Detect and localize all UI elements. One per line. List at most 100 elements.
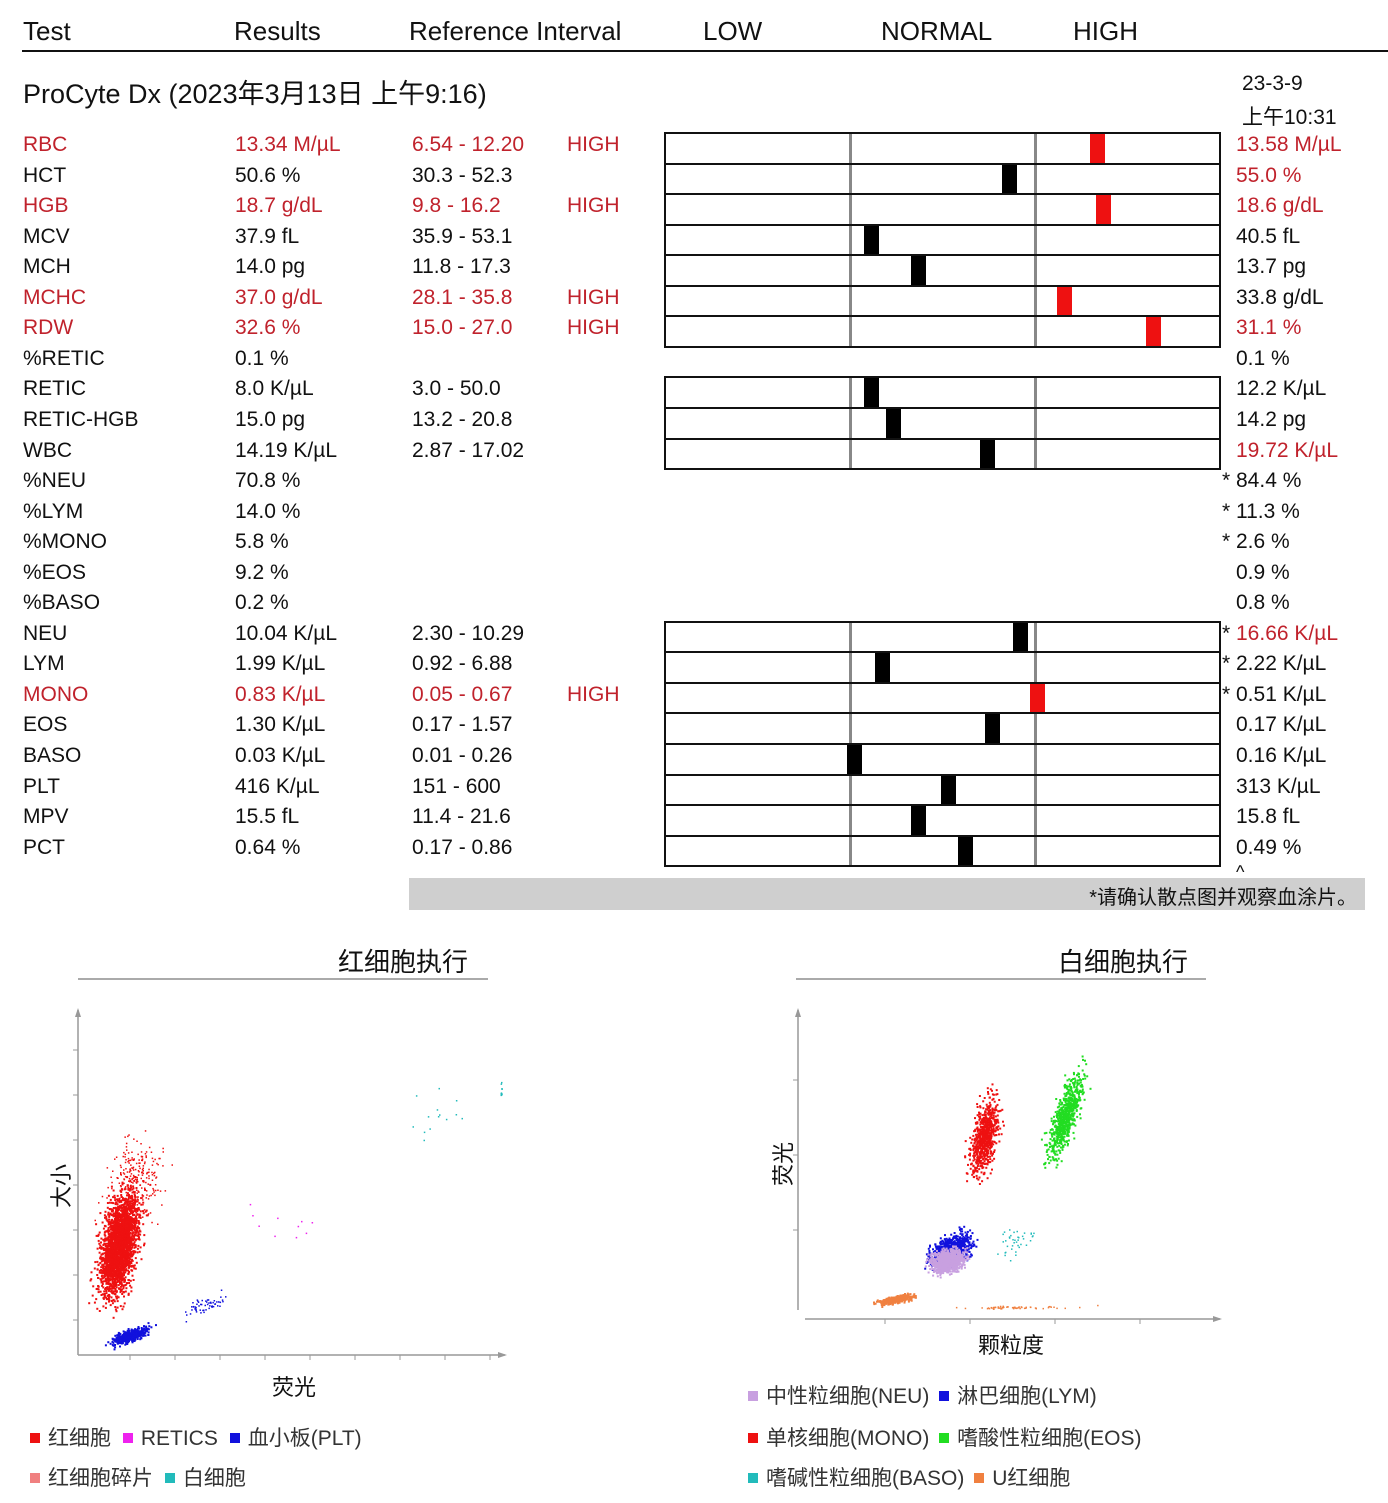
test-name: RETIC-HGB (23, 408, 139, 431)
range-divider (1033, 623, 1037, 651)
result-row: RETIC 8.0 K/µL 3.0 - 50.0 12.2 K/µL (0, 377, 1388, 407)
wbc-legend-row2: 单核细胞(MONO) 嗜酸性粒细胞(EOS) (748, 1422, 1142, 1452)
rbc-legend-item: RETICS (122, 1427, 218, 1450)
reference-interval: 0.17 - 1.57 (412, 713, 513, 736)
previous-value: 0.16 K/µL (1236, 744, 1327, 767)
legend-swatch-icon (748, 1433, 758, 1443)
reference-interval: 3.0 - 50.0 (412, 377, 501, 400)
legend-swatch-icon (229, 1433, 240, 1443)
previous-value: 55.0 % (1236, 164, 1302, 187)
rbc-legend-item: 白细胞 (164, 1467, 246, 1490)
wbc-x-arrow-icon (1213, 1316, 1222, 1322)
test-name: MPV (23, 805, 69, 828)
result-row: BASO 0.03 K/µL 0.01 - 0.26 0.16 K/µL (0, 744, 1388, 774)
test-name: %NEU (23, 469, 87, 492)
previous-value: 40.5 fL (1236, 225, 1301, 248)
test-name: PCT (23, 836, 65, 859)
range-marker (885, 409, 901, 438)
reference-interval: 15.0 - 27.0 (412, 316, 513, 339)
legend-swatch-icon (974, 1473, 985, 1483)
test-name: %LYM (23, 500, 84, 523)
rbc-scatter-plot (73, 1008, 507, 1360)
result-value: 0.83 K/µL (235, 683, 326, 706)
rbc-x-label: 荧光 (272, 1375, 317, 1400)
previous-value: 0.8 % (1236, 591, 1290, 614)
flag-badge: HIGH (567, 133, 620, 156)
wbc-legend-item: 嗜碱性粒细胞(BASO) (748, 1467, 964, 1490)
result-value: 32.6 % (235, 316, 301, 339)
rbc-y-label: 大小 (49, 1163, 74, 1208)
range-divider (1033, 256, 1037, 285)
previous-value: 0.51 K/µL (1236, 683, 1327, 706)
note-text: *请确认散点图并观察血涂片。 (1089, 887, 1357, 909)
result-value: 15.0 pg (235, 408, 306, 431)
range-marker (957, 837, 973, 865)
range-marker (1029, 684, 1045, 712)
reference-interval: 0.17 - 0.86 (412, 836, 513, 859)
result-value: 1.30 K/µL (235, 713, 326, 736)
result-value: 18.7 g/dL (235, 194, 323, 217)
range-bar (664, 407, 1221, 440)
result-value: 10.04 K/µL (235, 622, 338, 645)
asterisk-mark: * (1222, 469, 1231, 492)
range-marker (910, 256, 926, 285)
result-value: 13.34 M/µL (235, 133, 341, 156)
result-row: LYM 1.99 K/µL 0.92 - 6.88 * 2.22 K/µL (0, 652, 1388, 682)
result-row: %RETIC 0.1 % 0.1 % (0, 347, 1388, 377)
wbc-legend-item: 中性粒细胞(NEU) (748, 1385, 929, 1408)
result-row: WBC 14.19 K/µL 2.87 - 17.02 19.72 K/µL (0, 439, 1388, 469)
range-divider (1033, 226, 1037, 254)
range-marker (941, 776, 957, 804)
wbc-scatter-plot (793, 1008, 1222, 1324)
legend-swatch-icon (939, 1391, 950, 1401)
wbc-legend-item: 嗜酸性粒细胞(EOS) (939, 1427, 1142, 1450)
flag-badge: HIGH (567, 286, 620, 309)
range-bar (664, 682, 1221, 714)
previous-value: 13.7 pg (1236, 255, 1307, 278)
range-divider (849, 623, 853, 651)
range-divider (849, 317, 853, 346)
previous-value: 0.49 % (1236, 836, 1302, 859)
range-divider (1033, 378, 1037, 407)
range-marker (874, 653, 890, 682)
result-value: 70.8 % (235, 469, 301, 492)
reference-interval: 0.92 - 6.88 (412, 652, 513, 675)
range-bar (664, 835, 1221, 867)
result-row: HGB 18.7 g/dL 9.8 - 16.2 HIGH 18.6 g/dL (0, 194, 1388, 224)
range-marker (985, 714, 1001, 743)
caret-icon: ^ (1236, 862, 1245, 882)
rbc-y-arrow-icon (75, 1008, 81, 1017)
result-value: 37.9 fL (235, 225, 300, 248)
asterisk-mark: * (1222, 683, 1231, 706)
rbc-dots (88, 1081, 503, 1351)
range-bar (664, 438, 1221, 470)
previous-value: 313 K/µL (1236, 775, 1321, 798)
legend-swatch-icon (748, 1391, 758, 1401)
header-reference: Reference Interval (409, 16, 622, 46)
rbc-plot-title: 红细胞执行 (338, 947, 469, 977)
rbc-ticks (73, 1049, 491, 1360)
range-divider (1033, 440, 1037, 468)
result-row: MCH 14.0 pg 11.8 - 17.3 13.7 pg (0, 255, 1388, 285)
result-value: 14.0 % (235, 500, 301, 523)
range-divider (1033, 776, 1037, 804)
legend-swatch-icon (30, 1473, 40, 1483)
test-name: NEU (23, 622, 68, 645)
range-divider (849, 440, 853, 468)
range-bar (664, 651, 1221, 684)
reference-interval: 13.2 - 20.8 (412, 408, 513, 431)
range-divider (849, 134, 853, 163)
range-bar (664, 285, 1221, 317)
flag-badge: HIGH (567, 683, 620, 706)
flag-badge: HIGH (567, 194, 620, 217)
test-name: MCH (23, 255, 71, 278)
result-row: EOS 1.30 K/µL 0.17 - 1.57 0.17 K/µL (0, 713, 1388, 743)
previous-value: 13.58 M/µL (1236, 133, 1342, 156)
reference-interval: 35.9 - 53.1 (412, 225, 513, 248)
reference-interval: 0.05 - 0.67 (412, 683, 513, 706)
range-divider (1033, 837, 1037, 865)
range-divider (849, 837, 853, 865)
result-value: 37.0 g/dL (235, 286, 323, 309)
range-divider (1033, 714, 1037, 743)
test-name: %MONO (23, 530, 107, 553)
